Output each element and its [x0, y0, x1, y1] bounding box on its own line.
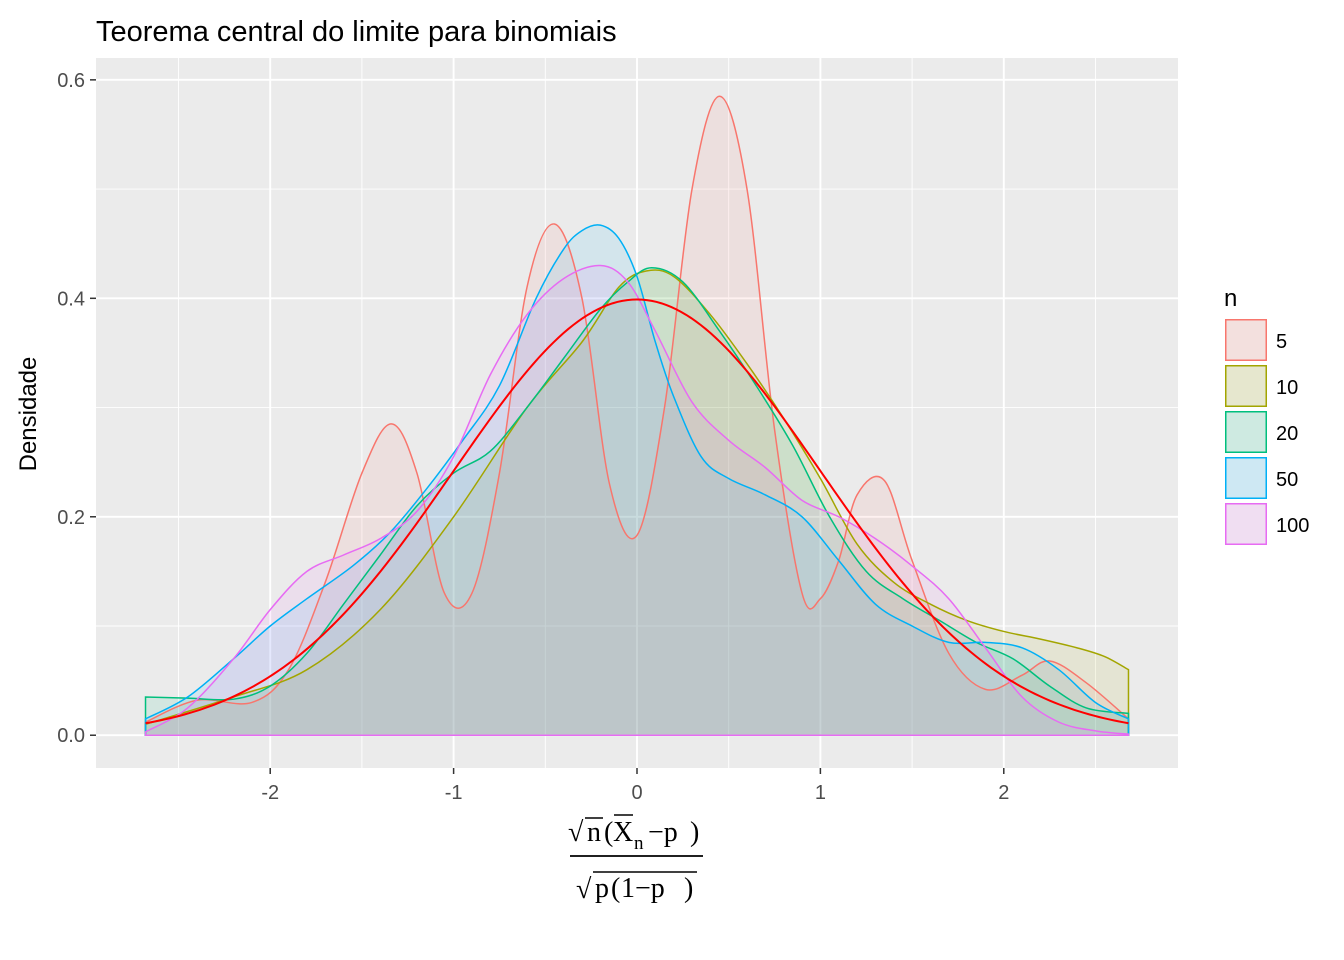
y-tick-label: 0.4	[57, 288, 85, 310]
xlabel-xbar: X	[613, 817, 633, 848]
xlabel-n: n	[587, 817, 601, 848]
density-area-n-50	[145, 224, 1129, 736]
density-line-n-20	[144, 266, 1130, 736]
x-tick-label: -2	[261, 782, 279, 804]
y-axis-label: Densidade	[15, 357, 42, 472]
legend-label-5: 5	[1276, 331, 1287, 353]
legend-key-bg	[1225, 319, 1267, 361]
x-tick-label: 0	[631, 782, 642, 804]
legend-label-100: 100	[1276, 515, 1309, 537]
density-area-n-5	[145, 96, 1129, 736]
legend-label-50: 50	[1276, 469, 1298, 491]
density-line-n-100	[144, 264, 1130, 736]
legend-label-10: 10	[1276, 377, 1298, 399]
legend-key-100	[1225, 503, 1267, 545]
density-area-n-100	[145, 265, 1129, 736]
normal-density-curve	[145, 298, 1129, 725]
chart-title: Teorema central do limite para binomiais	[96, 16, 617, 48]
xlabel-xbar-sub: n	[634, 833, 644, 854]
xlabel-den-p: p	[595, 873, 609, 904]
sqrt-sign: √	[568, 817, 584, 848]
y-tick-label: 0.6	[57, 70, 85, 92]
xlabel-den-open: (	[611, 873, 620, 904]
density-line-n-5	[144, 95, 1130, 736]
density-areas	[145, 96, 1129, 736]
legend-key-bg	[1225, 365, 1267, 407]
xlabel-close-paren: )	[690, 817, 699, 848]
x-axis-label: √ n ( X n −p ) √ p ( 1−p )	[568, 814, 703, 905]
legend-key-50	[1225, 457, 1267, 499]
density-line-n-10	[144, 269, 1130, 736]
legend-key-10	[1225, 365, 1267, 407]
legend-key-bg	[1225, 503, 1267, 545]
density-lines	[144, 95, 1130, 736]
legend: n 5 10 20 50 100	[1224, 285, 1309, 545]
x-tick-label: 2	[998, 782, 1009, 804]
legend-key-bg	[1225, 457, 1267, 499]
y-tick-label: 0.2	[57, 507, 85, 529]
normal-reference	[145, 298, 1129, 725]
legend-key-bg	[1225, 411, 1267, 453]
axes: -2 -1 0 1 2 0.0 0.2 0.4 0.6	[57, 70, 1009, 804]
xlabel-num-tail: −p	[648, 817, 678, 848]
x-tick-label: 1	[815, 782, 826, 804]
xlabel-open-paren: (	[604, 817, 613, 848]
x-tick-label: -1	[445, 782, 463, 804]
xlabel-den-inner: 1−p	[621, 873, 665, 904]
legend-key-5	[1225, 319, 1267, 361]
legend-key-20	[1225, 411, 1267, 453]
xlabel-den-close: )	[684, 873, 693, 904]
density-line-n-50	[144, 224, 1130, 736]
legend-label-20: 20	[1276, 423, 1298, 445]
density-area-n-10	[145, 269, 1129, 736]
y-tick-label: 0.0	[57, 725, 85, 747]
density-area-n-20	[145, 267, 1129, 736]
sqrt-sign-den: √	[576, 874, 592, 905]
legend-title: n	[1224, 285, 1237, 312]
